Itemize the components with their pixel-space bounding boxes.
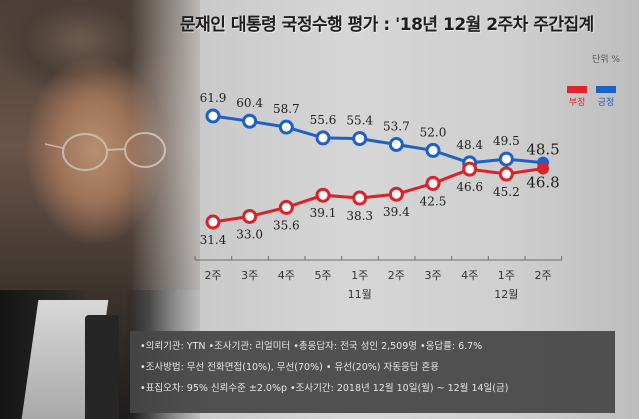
x-tick-label: 2주 xyxy=(388,269,405,282)
negative-point xyxy=(462,161,478,177)
negative-point xyxy=(425,175,441,191)
positive-point xyxy=(315,130,331,146)
survey-info-line-3: •표집오차: 95% 신뢰수준 ±2.0%p •조사기간: 2018년 12월 … xyxy=(140,383,509,394)
x-tick-label: 2주 xyxy=(534,269,551,282)
positive-value-label: 48.4 xyxy=(456,138,483,152)
x-axis-labels: 2주 3주 4주 5주 1주 2주 3주 4주 1주 2주 11월 12월 xyxy=(204,269,551,301)
legend-negative: 부정 xyxy=(566,86,588,108)
positive-point xyxy=(278,119,294,135)
x-tick-label: 4주 xyxy=(461,269,478,282)
value-labels: 61.9 60.4 58.7 55.6 55.4 53.7 52.0 48.4 49.5 48.5… xyxy=(200,91,560,247)
negative-value-label: 38.3 xyxy=(346,209,373,223)
x-tick-label: 5주 xyxy=(314,269,331,282)
positive-value-label: 55.6 xyxy=(310,113,337,127)
negative-point xyxy=(315,187,331,203)
x-tick-label: 2주 xyxy=(204,269,221,282)
legend-label-negative: 부정 xyxy=(568,98,586,108)
negative-point xyxy=(205,214,221,230)
x-tick-label: 3주 xyxy=(241,269,258,282)
negative-value-label: 46.8 xyxy=(526,173,559,191)
x-tick-label: 1주 xyxy=(351,269,368,282)
positive-value-label: 53.7 xyxy=(383,119,410,133)
survey-info-box: •의뢰기관: YTN •조사기관: 리얼미터 •총응답자: 전국 성인 2,50… xyxy=(130,331,615,413)
negative-value-label: 42.5 xyxy=(420,194,447,208)
positive-point xyxy=(352,131,368,147)
negative-point xyxy=(278,199,294,215)
x-axis-ticks xyxy=(194,256,563,260)
survey-info-line-2: •조사방법: 무선 전화면접(10%), 무선(70%) • 유선(20%) 자… xyxy=(140,362,439,373)
negative-value-label: 46.6 xyxy=(456,180,483,194)
negative-value-label: 33.0 xyxy=(236,227,263,241)
legend-swatch-positive xyxy=(596,86,616,93)
month-label: 11월 xyxy=(348,288,372,301)
positive-point xyxy=(425,142,441,158)
month-label: 12월 xyxy=(494,288,518,301)
unit-label: 단위 % xyxy=(592,55,620,65)
data-points xyxy=(205,108,550,230)
negative-point xyxy=(498,166,514,182)
negative-point xyxy=(388,186,404,202)
positive-value-label: 58.7 xyxy=(273,102,300,116)
x-tick-label: 4주 xyxy=(278,269,295,282)
chart-title: 문재인 대통령 국정수행 평가 : '18년 12월 2주차 주간집계 xyxy=(180,15,594,35)
positive-point xyxy=(205,108,221,124)
legend-label-positive: 긍정 xyxy=(597,98,615,108)
survey-info-line-1: •의뢰기관: YTN •조사기관: 리얼미터 •총응답자: 전국 성인 2,50… xyxy=(140,341,483,352)
negative-point xyxy=(242,208,258,224)
negative-value-label: 39.4 xyxy=(383,205,410,219)
negative-value-label: 39.1 xyxy=(310,206,337,220)
negative-point xyxy=(352,190,368,206)
legend-positive: 긍정 xyxy=(595,86,617,108)
negative-value-label: 45.2 xyxy=(493,185,520,199)
positive-value-label: 48.5 xyxy=(526,141,559,159)
photo-tie xyxy=(85,315,119,419)
legend-swatch-negative xyxy=(567,86,587,93)
positive-value-label: 61.9 xyxy=(200,91,227,105)
negative-line xyxy=(212,167,544,224)
negative-value-label: 31.4 xyxy=(200,233,227,247)
positive-value-label: 55.4 xyxy=(346,114,373,128)
negative-value-label: 35.6 xyxy=(273,218,300,232)
positive-point xyxy=(498,151,514,167)
positive-line xyxy=(212,114,544,165)
positive-value-label: 49.5 xyxy=(493,134,520,148)
x-tick-label: 1주 xyxy=(498,269,515,282)
negative-point-latest xyxy=(537,162,550,175)
positive-point xyxy=(242,113,258,129)
positive-value-label: 52.0 xyxy=(420,125,447,139)
positive-point xyxy=(388,136,404,152)
x-tick-label: 3주 xyxy=(424,269,441,282)
positive-value-label: 60.4 xyxy=(236,96,263,110)
